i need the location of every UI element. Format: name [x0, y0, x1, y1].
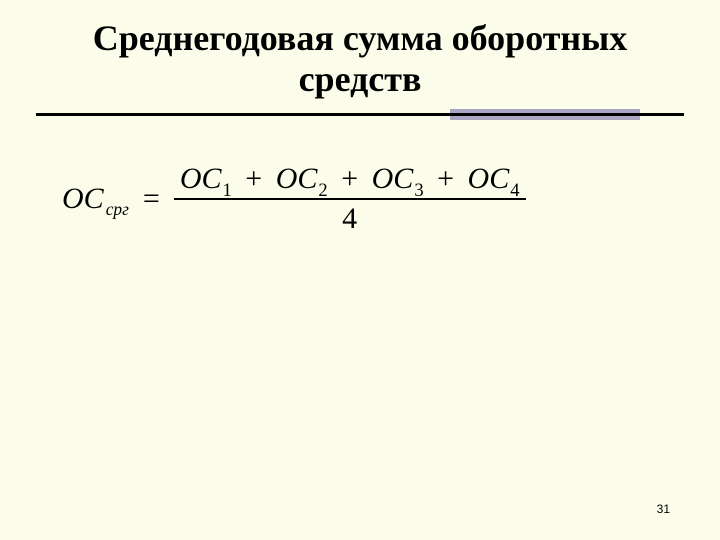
formula-term-1-var: OC: [180, 160, 222, 198]
formula-term-2: OC2: [276, 160, 328, 198]
formula-term-4-var: OC: [468, 160, 510, 198]
formula-denominator: 4: [336, 200, 363, 238]
formula-numerator: OC1 + OC2 + OC3 + OC4: [174, 160, 526, 198]
formula-term-2-sub: 2: [318, 179, 327, 202]
formula-lhs: OCсрг: [62, 182, 129, 216]
title-rule-line: [36, 113, 684, 116]
formula-equals: =: [139, 182, 164, 216]
formula-plus-3: +: [431, 162, 460, 195]
slide-title: Среднегодовая сумма оборотных средств: [36, 18, 684, 101]
formula-plus-1: +: [239, 162, 268, 195]
title-line-2: средств: [299, 59, 422, 99]
formula-term-2-var: OC: [276, 160, 318, 198]
page-number: 31: [657, 502, 670, 516]
slide: Среднегодовая сумма оборотных средств OC…: [0, 0, 720, 540]
formula: OCсрг = OC1 + OC2 + OC3 + OC4 4: [62, 160, 526, 237]
formula-plus-2: +: [335, 162, 364, 195]
formula-fraction: OC1 + OC2 + OC3 + OC4 4: [174, 160, 526, 237]
formula-term-4: OC4: [468, 160, 520, 198]
formula-term-1-sub: 1: [223, 179, 232, 202]
formula-lhs-var: OC: [62, 182, 104, 216]
formula-lhs-sub: срг: [106, 199, 129, 220]
formula-term-3-var: OC: [372, 160, 414, 198]
formula-term-3: OC3: [372, 160, 424, 198]
title-rule: [36, 109, 684, 123]
formula-term-1: OC1: [180, 160, 232, 198]
title-line-1: Среднегодовая сумма оборотных: [93, 18, 628, 58]
formula-term-4-sub: 4: [510, 179, 519, 202]
formula-term-3-sub: 3: [414, 179, 423, 202]
